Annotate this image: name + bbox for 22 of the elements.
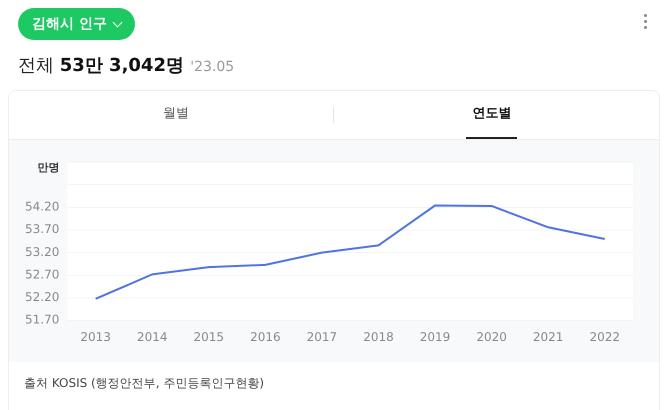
y-tick-label: 52.20: [24, 290, 60, 304]
y-tick-label: 53.20: [24, 244, 60, 259]
x-tick-label: 2013: [80, 330, 111, 344]
x-tick-label: 2021: [532, 330, 564, 344]
x-tick-label: 2015: [193, 330, 224, 344]
chart-subtitle: 전체 53만 3,042명 '23.05: [18, 54, 234, 77]
y-tick-label: 53.70: [24, 222, 60, 236]
chart-title: 김해시 인구: [18, 8, 135, 40]
y-tick-label: 54.20: [24, 199, 60, 214]
x-tick-label: 2022: [589, 330, 620, 344]
y-axis-title: 만명: [37, 160, 60, 174]
text: 연도별: [472, 105, 512, 122]
x-tick-label: 2017: [306, 330, 338, 344]
x-tick-label: 2016: [250, 330, 281, 344]
source-note: 출처 KOSIS (행정안전부, 주민등록인구현황): [24, 375, 264, 392]
y-tick-label: 52.70: [24, 267, 60, 282]
text: 월별: [162, 105, 190, 122]
x-tick-label: 2018: [363, 330, 394, 344]
x-tick-label: 2019: [420, 330, 450, 344]
y-tick-label: 51.70: [24, 312, 60, 327]
x-tick-label: 2014: [136, 330, 168, 344]
x-tick-label: 2020: [476, 330, 507, 344]
